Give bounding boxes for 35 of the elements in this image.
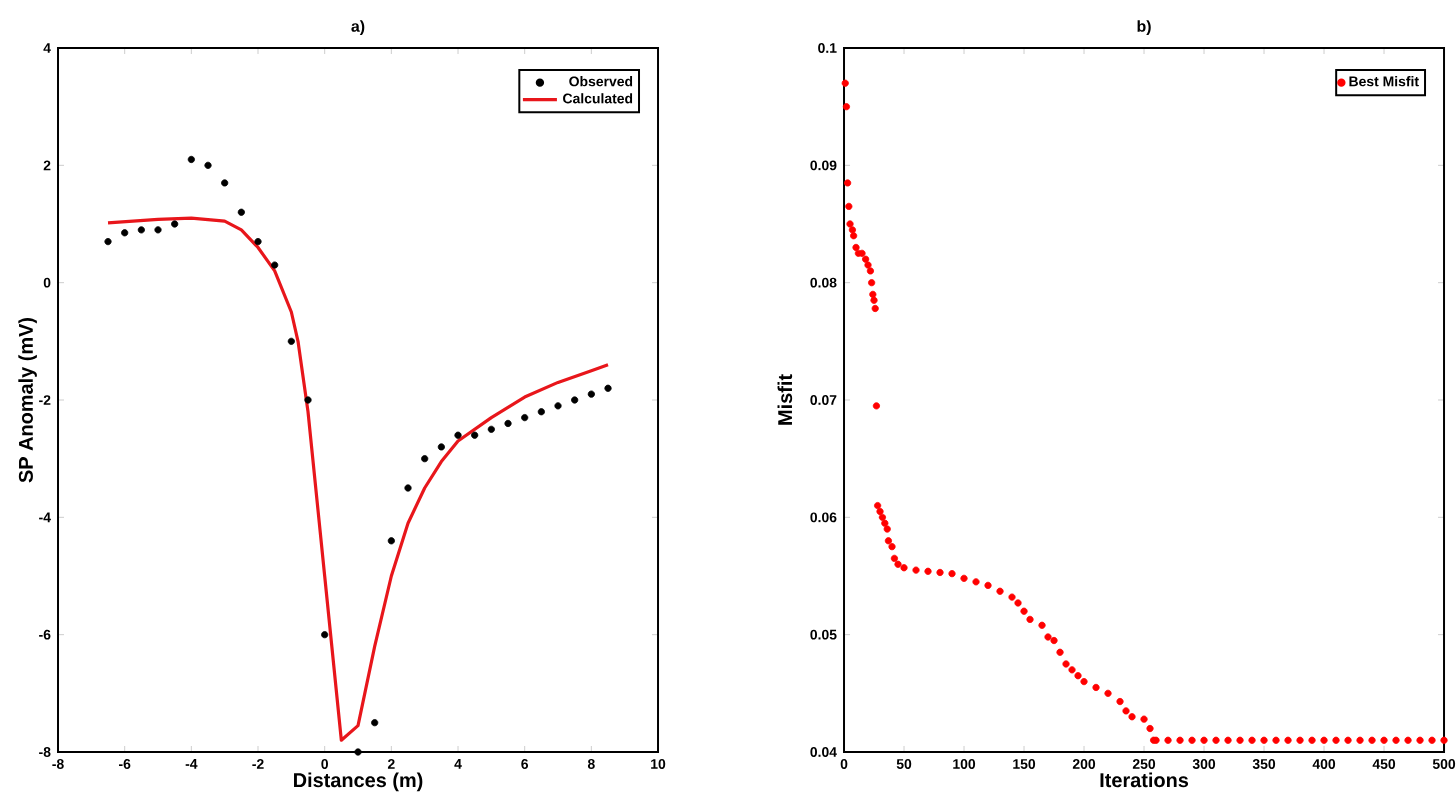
point bbox=[354, 748, 362, 756]
point bbox=[304, 396, 312, 404]
point bbox=[287, 337, 295, 345]
point bbox=[487, 425, 495, 433]
point bbox=[604, 384, 612, 392]
point bbox=[271, 261, 279, 269]
point bbox=[554, 402, 562, 410]
point bbox=[521, 414, 529, 422]
point bbox=[371, 719, 379, 727]
point bbox=[321, 631, 329, 639]
point bbox=[587, 390, 595, 398]
y-axis-title: SP Anomaly (mV) bbox=[18, 317, 37, 483]
line-series bbox=[106, 216, 610, 742]
point bbox=[504, 419, 512, 428]
point bbox=[187, 155, 195, 164]
point bbox=[254, 238, 262, 246]
point bbox=[537, 408, 545, 416]
point bbox=[221, 179, 229, 187]
y-axis-title: Misfit bbox=[777, 374, 793, 425]
point bbox=[571, 396, 579, 404]
point bbox=[437, 443, 445, 451]
point bbox=[137, 226, 145, 234]
point bbox=[237, 208, 245, 216]
point bbox=[454, 431, 462, 439]
x-axis-title: Distances (m) bbox=[294, 772, 423, 792]
point bbox=[404, 484, 412, 492]
point bbox=[387, 537, 395, 545]
point bbox=[154, 226, 162, 234]
point bbox=[121, 229, 129, 237]
point bbox=[171, 220, 179, 228]
point bbox=[471, 431, 479, 439]
point bbox=[104, 238, 112, 246]
point bbox=[204, 161, 212, 169]
x-axis-title: Iterations bbox=[1100, 772, 1189, 788]
point bbox=[421, 455, 429, 463]
